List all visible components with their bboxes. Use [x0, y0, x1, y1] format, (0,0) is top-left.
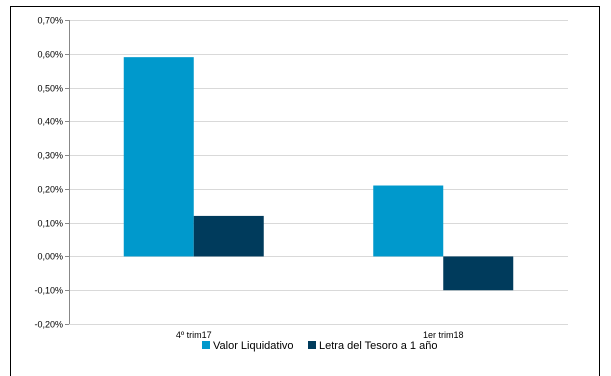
y-tick-label: 0,00%	[37, 252, 63, 262]
legend-label-2: Letra del Tesoro a 1 año	[319, 340, 437, 352]
x-category-label: 1er trim18	[423, 330, 464, 340]
y-tick-label: 0,40%	[37, 117, 63, 127]
legend-swatch-1	[202, 341, 210, 349]
y-tick-label: 0,50%	[37, 84, 63, 94]
bar-valor-liquidativo-2	[373, 185, 444, 257]
bar-letra-tesoro-2	[443, 256, 514, 291]
y-tick-label: 0,60%	[37, 50, 63, 60]
y-tick-label: 0,30%	[37, 151, 63, 161]
y-tick-label: -0,10%	[34, 286, 63, 296]
y-tick-label: 0,20%	[37, 185, 63, 195]
chart-frame: 0,70% 0,60% 0,50% 0,40% 0,30% 0,20% 0,10% 0,00%…	[10, 6, 600, 376]
legend-label-1: Valor Liquidativo	[213, 340, 294, 352]
y-tick-label: -0,20%	[34, 320, 63, 330]
legend-swatch-2	[308, 341, 316, 349]
x-category-label: 4º trim17	[176, 330, 212, 340]
bar-chart: 0,70% 0,60% 0,50% 0,40% 0,30% 0,20% 0,10% 0,00%…	[34, 16, 568, 352]
y-tick-label: 0,10%	[37, 219, 63, 229]
y-tick-label: 0,70%	[37, 16, 63, 26]
bar-letra-tesoro-1	[193, 215, 264, 257]
bar-valor-liquidativo-1	[123, 57, 194, 257]
